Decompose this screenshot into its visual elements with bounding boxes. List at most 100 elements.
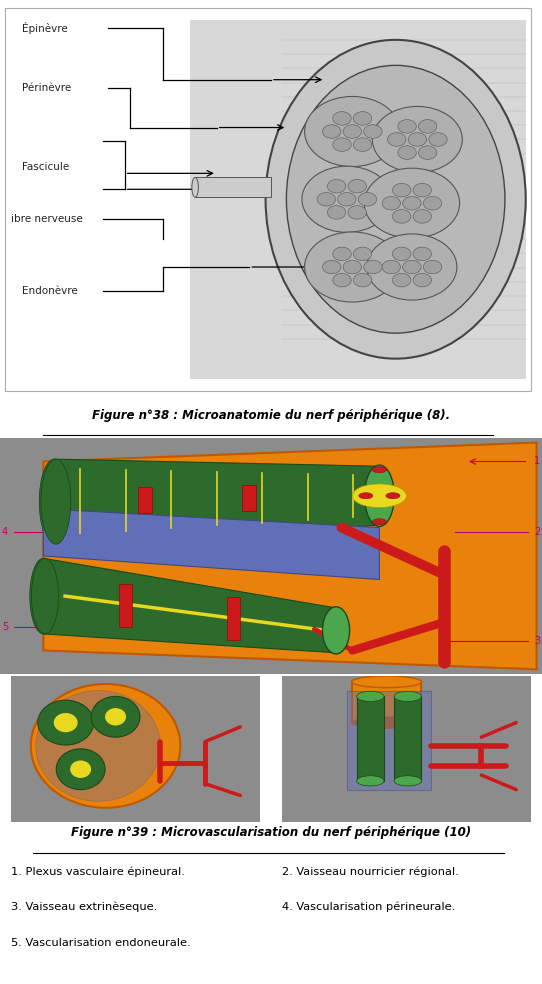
- Circle shape: [333, 274, 351, 287]
- Circle shape: [322, 260, 341, 274]
- Bar: [394, 697, 422, 781]
- Circle shape: [423, 197, 442, 210]
- Circle shape: [353, 247, 372, 261]
- Text: 5: 5: [2, 622, 8, 632]
- Bar: [190, 20, 526, 379]
- Circle shape: [343, 260, 362, 274]
- Circle shape: [413, 247, 431, 261]
- Circle shape: [364, 260, 382, 274]
- Text: Périnèvre: Périnèvre: [22, 83, 71, 92]
- Circle shape: [423, 260, 442, 274]
- Circle shape: [364, 168, 460, 238]
- Text: 1: 1: [534, 457, 540, 466]
- Polygon shape: [43, 558, 336, 652]
- Circle shape: [398, 120, 416, 133]
- Ellipse shape: [54, 713, 78, 732]
- Polygon shape: [54, 460, 379, 544]
- Text: 2: 2: [534, 527, 540, 537]
- Ellipse shape: [352, 676, 422, 688]
- Circle shape: [348, 179, 366, 193]
- Circle shape: [429, 133, 447, 147]
- Ellipse shape: [70, 761, 91, 778]
- Circle shape: [418, 146, 437, 159]
- Circle shape: [338, 193, 356, 206]
- Bar: [195, 177, 271, 197]
- Ellipse shape: [31, 558, 59, 634]
- Ellipse shape: [364, 465, 394, 526]
- Circle shape: [367, 234, 457, 300]
- Text: Figure n°38 : Microanatomie du nerf périphérique (8).: Figure n°38 : Microanatomie du nerf péri…: [92, 408, 450, 422]
- Ellipse shape: [31, 684, 180, 808]
- Text: 1. Plexus vasculaire épineural.: 1. Plexus vasculaire épineural.: [11, 866, 185, 877]
- Circle shape: [302, 166, 392, 232]
- Circle shape: [408, 133, 427, 147]
- Bar: [352, 682, 422, 722]
- Text: Figure n°39 : Microvascularisation du nerf périphérique (10): Figure n°39 : Microvascularisation du ne…: [71, 826, 471, 839]
- Circle shape: [317, 193, 335, 206]
- Circle shape: [418, 120, 437, 133]
- Text: 5. Vascularisation endoneurale.: 5. Vascularisation endoneurale.: [11, 938, 190, 948]
- Ellipse shape: [30, 558, 57, 634]
- Bar: [242, 485, 256, 511]
- Text: Fascicule: Fascicule: [22, 162, 69, 172]
- Ellipse shape: [357, 775, 384, 786]
- Circle shape: [305, 232, 400, 302]
- Circle shape: [372, 106, 462, 172]
- Text: ibre nerveuse: ibre nerveuse: [11, 215, 82, 224]
- Circle shape: [305, 96, 400, 166]
- Circle shape: [372, 466, 386, 473]
- Bar: [347, 691, 431, 789]
- Circle shape: [333, 138, 351, 152]
- Text: 4: 4: [2, 527, 8, 537]
- Circle shape: [372, 519, 386, 524]
- Circle shape: [327, 206, 346, 219]
- Circle shape: [364, 125, 382, 139]
- Ellipse shape: [39, 460, 69, 544]
- Circle shape: [382, 197, 401, 210]
- Text: 4. Vascularisation périneurale.: 4. Vascularisation périneurale.: [282, 902, 455, 912]
- Circle shape: [392, 247, 411, 261]
- Circle shape: [353, 274, 372, 287]
- Text: 3: 3: [534, 636, 540, 646]
- Circle shape: [403, 197, 421, 210]
- Circle shape: [398, 146, 416, 159]
- Circle shape: [413, 183, 431, 197]
- Text: Endonèvre: Endonèvre: [22, 286, 78, 296]
- Ellipse shape: [105, 708, 126, 725]
- Bar: [357, 697, 384, 781]
- Circle shape: [386, 493, 400, 499]
- Circle shape: [333, 111, 351, 125]
- Polygon shape: [43, 443, 537, 669]
- Ellipse shape: [357, 692, 384, 702]
- Text: Épinèvre: Épinèvre: [22, 22, 67, 33]
- Circle shape: [352, 484, 406, 508]
- Circle shape: [359, 493, 373, 499]
- Ellipse shape: [36, 691, 160, 801]
- Circle shape: [388, 133, 406, 147]
- Ellipse shape: [352, 716, 422, 728]
- Circle shape: [343, 125, 362, 139]
- Circle shape: [358, 193, 377, 206]
- Ellipse shape: [192, 177, 198, 197]
- Circle shape: [348, 206, 366, 219]
- Circle shape: [403, 260, 421, 274]
- Circle shape: [392, 274, 411, 287]
- Polygon shape: [43, 509, 379, 580]
- Text: 3. Vaisseau extrinèseque.: 3. Vaisseau extrinèseque.: [11, 902, 157, 912]
- Ellipse shape: [394, 775, 422, 786]
- Circle shape: [392, 183, 411, 197]
- Circle shape: [322, 125, 341, 139]
- Circle shape: [353, 138, 372, 152]
- Circle shape: [327, 179, 346, 193]
- Circle shape: [353, 111, 372, 125]
- Circle shape: [413, 274, 431, 287]
- Ellipse shape: [38, 701, 94, 745]
- Ellipse shape: [394, 692, 422, 702]
- Ellipse shape: [266, 39, 526, 358]
- Bar: [119, 584, 132, 627]
- Bar: [138, 487, 152, 513]
- Bar: [227, 597, 240, 640]
- Text: 2. Vaisseau nourricier régional.: 2. Vaisseau nourricier régional.: [282, 866, 459, 877]
- Ellipse shape: [322, 607, 350, 654]
- Circle shape: [413, 210, 431, 223]
